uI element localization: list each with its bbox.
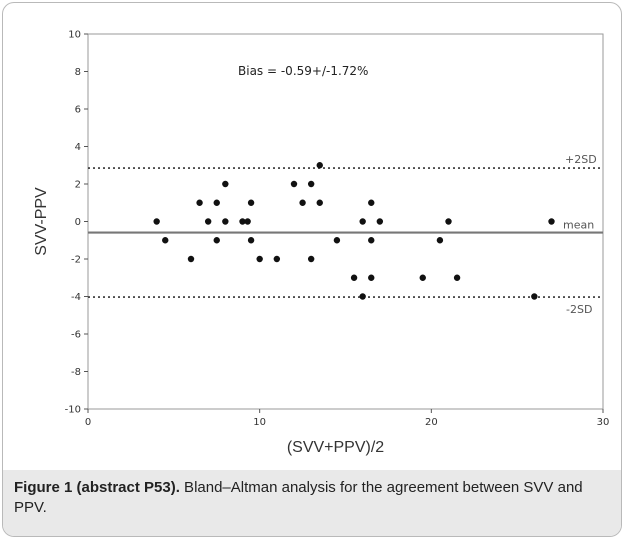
y-tick-label: 8 — [75, 67, 81, 78]
y-tick-label: -4 — [71, 292, 81, 303]
data-point — [368, 274, 375, 281]
data-point — [350, 274, 358, 281]
upper-limit-label: +2SD — [565, 153, 597, 166]
figure-frame — [2, 2, 622, 537]
data-point — [187, 255, 195, 263]
y-tick-label: 10 — [68, 30, 81, 41]
data-point — [290, 180, 298, 188]
data-point — [436, 237, 444, 244]
data-point — [307, 180, 315, 188]
data-point — [222, 180, 229, 188]
mean-line-label: mean — [563, 219, 594, 232]
data-point — [376, 218, 384, 225]
data-point — [256, 255, 263, 263]
y-tick-label: -6 — [71, 330, 81, 341]
caption-label: Figure 1 (abstract P53). — [14, 479, 180, 496]
y-tick-label: 0 — [75, 217, 81, 228]
data-point — [162, 237, 169, 244]
data-point — [247, 199, 255, 206]
data-point — [333, 237, 341, 244]
data-point — [222, 218, 229, 225]
data-point — [419, 274, 426, 281]
data-point — [299, 199, 306, 206]
data-point — [244, 218, 251, 225]
y-tick-label: -8 — [71, 367, 81, 378]
caption-text: Bland–Altman analysis for the agreement … — [14, 479, 583, 516]
x-tick-label: 0 — [85, 417, 91, 428]
y-tick-label: -10 — [65, 405, 81, 416]
y-tick-label: 2 — [75, 180, 81, 191]
data-point — [548, 218, 555, 225]
data-point — [153, 218, 160, 225]
plot-area-border — [87, 33, 604, 410]
data-point — [247, 237, 255, 244]
data-point — [213, 237, 220, 244]
y-tick-label: 4 — [75, 142, 81, 153]
x-tick-label: 10 — [253, 417, 266, 428]
data-point — [307, 255, 315, 263]
data-point — [453, 274, 461, 281]
y-tick-label: -2 — [71, 255, 81, 266]
data-point — [359, 218, 366, 225]
data-point — [359, 293, 366, 300]
data-point — [204, 218, 212, 225]
lower-limit-label: -2SD — [566, 303, 592, 316]
x-tick-label: 20 — [425, 417, 438, 428]
data-point — [445, 218, 452, 225]
data-point — [316, 162, 323, 169]
data-point — [213, 199, 220, 206]
bland-altman-chart: SVV-PPV (SVV+PPV)/2 Bias = -0.59+/-1.72%… — [33, 30, 610, 457]
data-point — [196, 199, 203, 206]
x-tick-label: 30 — [597, 417, 610, 428]
bias-annotation: Bias = -0.59+/-1.72% — [238, 64, 368, 78]
data-point — [239, 218, 246, 225]
figure-caption: Figure 1 (abstract P53). Bland–Altman an… — [14, 478, 610, 518]
data-point — [273, 255, 281, 263]
data-point — [368, 199, 375, 206]
y-axis-title: SVV-PPV — [33, 187, 50, 256]
data-point — [368, 237, 375, 244]
data-point — [316, 199, 323, 206]
y-tick-label: 6 — [75, 105, 81, 116]
caption-band — [3, 470, 621, 536]
data-point — [531, 293, 538, 300]
x-axis-title: (SVV+PPV)/2 — [287, 439, 384, 456]
